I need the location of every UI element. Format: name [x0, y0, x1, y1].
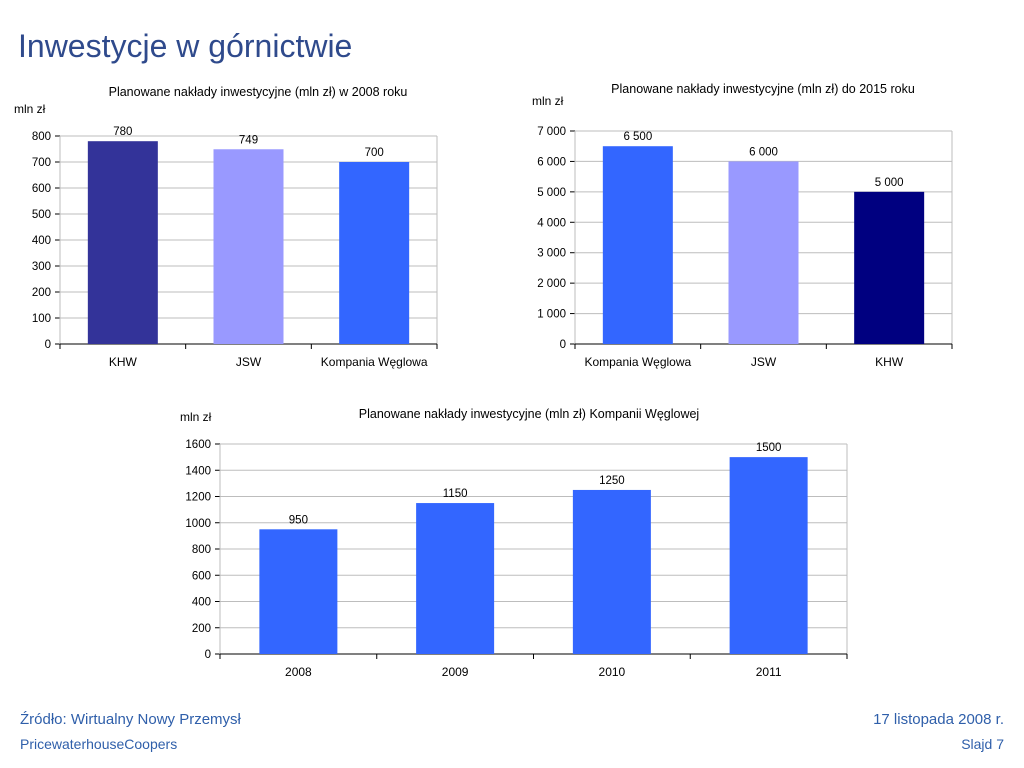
chart-kompania-weglowa: Planowane nakłady inwestycyjne (mln zł) … [180, 407, 848, 679]
y-tick-label: 0 [45, 339, 51, 351]
bar-jsw [728, 161, 799, 344]
bar-2011 [729, 457, 808, 654]
chart-title: Planowane nakłady inwestycyjne (mln zł) … [611, 82, 915, 96]
data-label: 1250 [599, 475, 625, 487]
y-tick-label: 600 [32, 183, 51, 195]
y-tick-label: 2 000 [537, 278, 566, 290]
y-axis-label: mln zł [14, 102, 46, 116]
bar-kompania-węglowa [602, 146, 673, 344]
y-tick-label: 1200 [185, 492, 211, 504]
x-tick-label: KHW [875, 355, 904, 369]
data-label: 780 [113, 126, 132, 138]
data-label: 1150 [443, 488, 468, 500]
data-label: 749 [239, 134, 258, 146]
chart-title: Planowane nakłady inwestycyjne (mln zł) … [109, 85, 408, 99]
y-tick-label: 700 [32, 157, 51, 169]
y-tick-label: 1000 [185, 518, 211, 530]
x-tick-label: Kompania Węglowa [321, 355, 428, 369]
y-tick-label: 300 [32, 261, 51, 273]
y-tick-label: 800 [192, 544, 211, 556]
data-label: 1500 [756, 442, 782, 454]
y-tick-label: 4 000 [537, 217, 566, 229]
x-tick-label: 2010 [599, 665, 626, 679]
data-label: 6 000 [749, 146, 778, 158]
slide-date: 17 listopada 2008 r. [873, 711, 1004, 728]
y-tick-label: 1 000 [537, 309, 566, 321]
data-label: 6 500 [623, 131, 652, 143]
bar-jsw [213, 149, 284, 344]
y-tick-label: 1400 [185, 465, 211, 477]
slide-number: Slajd 7 [961, 736, 1004, 752]
bar-khw [854, 191, 925, 344]
y-tick-label: 3 000 [537, 248, 566, 260]
x-tick-label: KHW [109, 355, 138, 369]
bar-2008 [259, 529, 338, 654]
y-tick-label: 0 [205, 649, 211, 661]
y-axis-label: mln zł [180, 410, 212, 424]
chart-title: Planowane nakłady inwestycyjne (mln zł) … [359, 407, 699, 421]
bar-kompania-węglowa [339, 162, 410, 344]
chart-2008: Planowane nakłady inwestycyjne (mln zł) … [14, 85, 438, 369]
y-tick-label: 600 [192, 570, 211, 582]
bar-2009 [416, 503, 495, 654]
y-tick-label: 400 [192, 597, 211, 609]
data-label: 700 [365, 147, 384, 159]
x-tick-label: Kompania Węglowa [584, 355, 691, 369]
data-label: 5 000 [875, 177, 904, 189]
x-tick-label: JSW [751, 355, 777, 369]
y-tick-label: 0 [560, 339, 566, 351]
chart-2015: Planowane nakłady inwestycyjne (mln zł) … [532, 82, 953, 369]
x-tick-label: 2011 [756, 665, 782, 679]
y-tick-label: 500 [32, 209, 51, 221]
y-tick-label: 7 000 [537, 126, 566, 138]
y-tick-label: 5 000 [537, 187, 566, 199]
company-name: PricewaterhouseCoopers [20, 736, 178, 752]
y-tick-label: 200 [32, 287, 51, 299]
x-tick-label: JSW [236, 355, 262, 369]
y-tick-label: 200 [192, 623, 211, 635]
y-axis-label: mln zł [532, 94, 564, 108]
data-label: 950 [289, 514, 308, 526]
page-title: Inwestycje w górnictwie [18, 28, 353, 64]
y-tick-label: 800 [32, 131, 51, 143]
y-tick-label: 400 [32, 235, 51, 247]
y-tick-label: 1600 [185, 439, 211, 451]
y-tick-label: 6 000 [537, 156, 566, 168]
bar-2010 [572, 489, 651, 654]
y-tick-label: 100 [32, 313, 51, 325]
x-tick-label: 2009 [442, 665, 469, 679]
x-tick-label: 2008 [285, 665, 312, 679]
source-note: Źródło: Wirtualny Nowy Przemysł [20, 711, 241, 728]
bar-khw [87, 141, 158, 344]
